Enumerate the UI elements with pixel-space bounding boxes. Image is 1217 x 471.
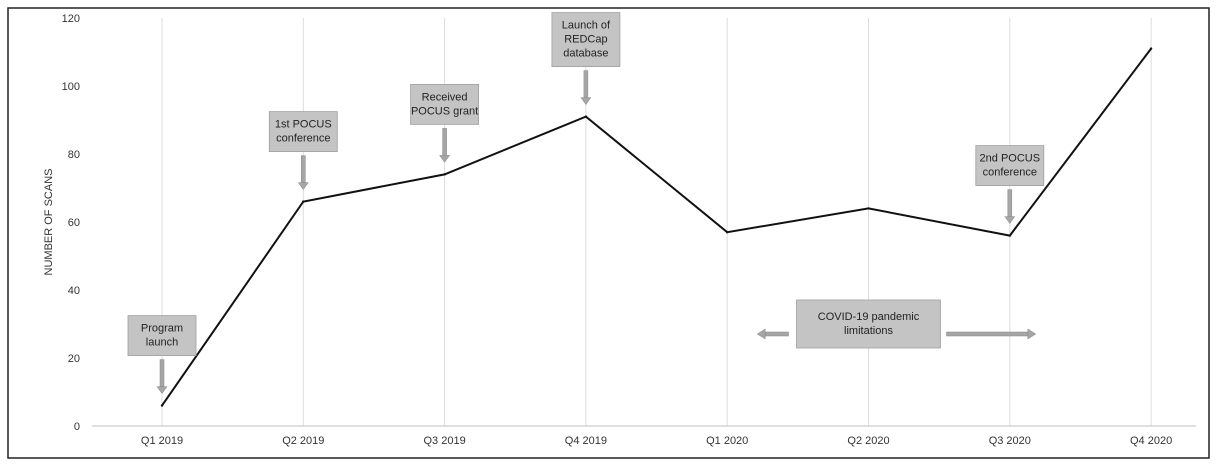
data-point [302, 200, 305, 203]
span-arrow-right-head [1027, 328, 1037, 340]
span-arrow-right-shaft [946, 331, 1030, 337]
y-tick-label: 100 [62, 81, 80, 93]
arrow-head [1004, 216, 1016, 225]
x-tick-label: Q2 2020 [847, 435, 889, 447]
annotation-box [127, 315, 197, 357]
arrow-head [439, 155, 451, 163]
annotation-box [975, 145, 1045, 187]
x-tick-label: Q4 2020 [1130, 435, 1172, 447]
x-tick-label: Q2 2019 [282, 435, 324, 447]
arrow-shaft [159, 359, 165, 388]
annotation-text: launch [146, 337, 178, 349]
annotation-text: Launch of [562, 20, 611, 32]
span-arrow-left-head [756, 328, 766, 340]
annotation-box [268, 111, 338, 152]
arrow-head [156, 386, 168, 395]
y-tick-label: 0 [74, 421, 80, 433]
data-point [1149, 47, 1153, 50]
arrow-shaft [442, 128, 447, 157]
annotation-text: Program [141, 323, 183, 335]
data-point [584, 115, 588, 118]
x-tick-label: Q1 2019 [141, 435, 183, 447]
y-tick-labels: 0 20 40 60 80 100 120 [62, 13, 80, 433]
x-tick-label: Q3 2020 [989, 435, 1031, 447]
annotation: Received POCUS grant [410, 84, 480, 163]
x-tick-label: Q3 2019 [423, 435, 465, 447]
y-tick-label: 80 [68, 149, 80, 161]
y-tick-label: 20 [68, 353, 80, 365]
data-point [1008, 234, 1011, 237]
span-arrow-left-shaft [763, 331, 789, 337]
annotation-box [551, 12, 621, 68]
annotations: Program launch 1st POCUS conference Received… [127, 12, 1045, 395]
annotation-text: conference [983, 167, 1037, 179]
chart-border [7, 7, 1210, 459]
annotation-text: conference [276, 133, 330, 145]
x-tick-label: Q4 2019 [565, 435, 607, 447]
annotation: 2nd POCUS conference [975, 145, 1045, 225]
x-tick-labels: Q1 2019 Q2 2019 Q3 2019 Q4 2019 Q1 2020 Q2 20… [141, 435, 1172, 447]
arrow-head [580, 97, 592, 106]
arrow-shaft [583, 70, 589, 99]
span-annotation-box [796, 299, 941, 349]
annotation-text: 1st POCUS [275, 119, 332, 131]
y-tick-label: 60 [68, 217, 80, 229]
annotation-text: 2nd POCUS [980, 153, 1041, 165]
annotation: 1st POCUS conference [268, 111, 338, 191]
data-points [160, 47, 1153, 407]
data-point [726, 231, 729, 234]
data-point [867, 207, 870, 210]
annotation-text: REDCap [564, 34, 607, 46]
annotation-text: database [563, 48, 608, 60]
arrow-head [297, 182, 309, 191]
annotation-box [410, 84, 480, 125]
annotation: Program launch [127, 315, 197, 395]
x-tick-label: Q1 2020 [706, 435, 748, 447]
span-annotation: COVID-19 pandemic limitations [756, 299, 1037, 349]
span-annotation-text: COVID-19 pandemic [818, 311, 920, 323]
annotation: Launch of REDCap database [551, 12, 621, 106]
y-tick-label: 120 [62, 13, 80, 25]
arrow-shaft [1007, 189, 1013, 218]
y-axis-label: NUMBER OF SCANS [43, 169, 55, 276]
arrow-shaft [301, 155, 306, 184]
data-point [160, 404, 164, 407]
data-point [443, 173, 446, 176]
annotation-text: Received [422, 91, 468, 103]
series-line [161, 47, 1152, 407]
y-tick-label: 40 [68, 285, 80, 297]
annotation-text: POCUS grant [411, 105, 478, 117]
span-annotation-text: limitations [844, 325, 893, 337]
